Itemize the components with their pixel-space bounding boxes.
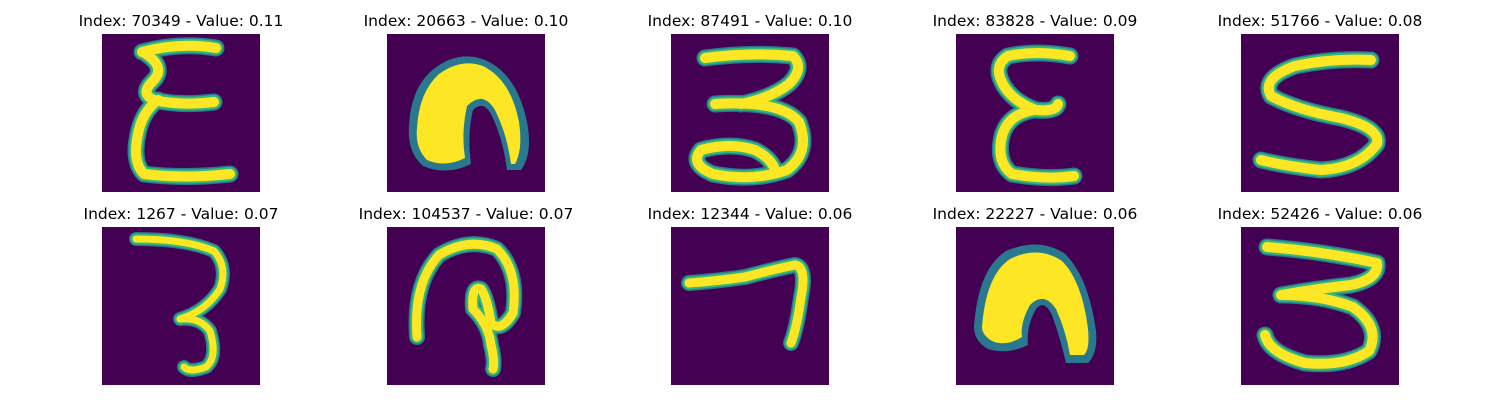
loop-digit-icon bbox=[408, 236, 523, 377]
digit-image bbox=[387, 34, 545, 192]
s-digit-icon bbox=[1252, 51, 1386, 179]
panel-title: Index: 12344 - Value: 0.06 bbox=[647, 205, 853, 223]
epsilon-digit-icon bbox=[990, 44, 1083, 187]
panel-title: Index: 70349 - Value: 0.11 bbox=[78, 12, 284, 30]
digit-image bbox=[1241, 227, 1399, 385]
digit-image bbox=[102, 227, 260, 385]
digit-image bbox=[102, 34, 260, 192]
panel-title: Index: 104537 - Value: 0.07 bbox=[358, 205, 574, 223]
grid-panel: Index: 22227 - Value: 0.06 bbox=[915, 205, 1155, 385]
grid-panel: Index: 87491 - Value: 0.10 bbox=[630, 12, 870, 192]
epsilon-digit-icon bbox=[127, 37, 239, 185]
three-digit-icon bbox=[129, 232, 230, 377]
panel-title: Index: 22227 - Value: 0.06 bbox=[932, 205, 1138, 223]
seven-digit-icon bbox=[681, 257, 811, 351]
arch-digit-icon bbox=[408, 56, 529, 171]
three-digit-icon bbox=[1256, 238, 1386, 373]
grid-panel: Index: 20663 - Value: 0.10 bbox=[346, 12, 586, 192]
digit-image bbox=[1241, 34, 1399, 192]
digit-image bbox=[671, 227, 829, 385]
three-digit-icon bbox=[688, 45, 812, 186]
grid-panel: Index: 1267 - Value: 0.07 bbox=[61, 205, 301, 385]
panel-title: Index: 87491 - Value: 0.10 bbox=[647, 12, 853, 30]
panel-title: Index: 1267 - Value: 0.07 bbox=[83, 205, 279, 223]
digit-image bbox=[956, 34, 1114, 192]
grid-panel: Index: 51766 - Value: 0.08 bbox=[1200, 12, 1440, 192]
grid-panel: Index: 70349 - Value: 0.11 bbox=[61, 12, 301, 192]
digit-image bbox=[671, 34, 829, 192]
panel-title: Index: 52426 - Value: 0.06 bbox=[1217, 205, 1423, 223]
grid-panel: Index: 52426 - Value: 0.06 bbox=[1200, 205, 1440, 385]
grid-panel: Index: 83828 - Value: 0.09 bbox=[915, 12, 1155, 192]
grid-panel: Index: 12344 - Value: 0.06 bbox=[630, 205, 870, 385]
grid-panel: Index: 104537 - Value: 0.07 bbox=[346, 205, 586, 385]
digit-image bbox=[956, 227, 1114, 385]
panel-title: Index: 83828 - Value: 0.09 bbox=[932, 12, 1138, 30]
panel-title: Index: 20663 - Value: 0.10 bbox=[363, 12, 569, 30]
panel-title: Index: 51766 - Value: 0.08 bbox=[1217, 12, 1423, 30]
arch-digit-icon bbox=[974, 244, 1097, 363]
digit-image bbox=[387, 227, 545, 385]
